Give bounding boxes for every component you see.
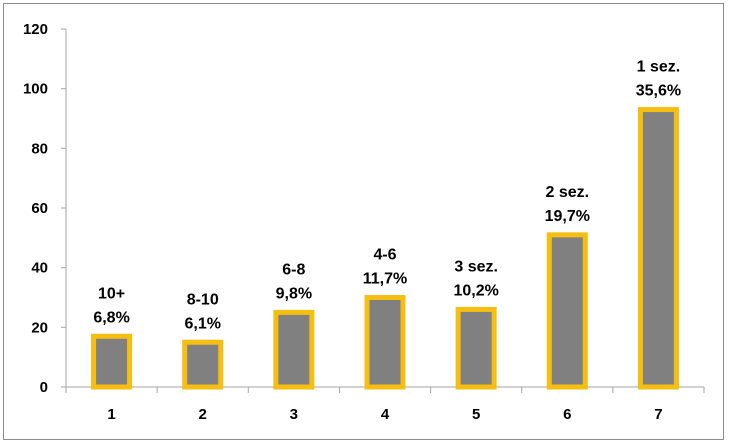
data-label-range: 8-10: [187, 291, 219, 308]
bar-5: [455, 306, 497, 390]
x-tick-label: 3: [290, 406, 298, 423]
data-label-percent: 19,7%: [545, 208, 590, 225]
y-tick-label: 20: [31, 319, 48, 336]
data-label-percent: 35,6%: [636, 83, 681, 100]
bar-2: [182, 339, 224, 390]
data-label-range: 4-6: [373, 247, 396, 264]
data-label-percent: 10,2%: [453, 282, 498, 299]
bar-1: [91, 333, 133, 390]
data-label-percent: 6,1%: [184, 315, 220, 332]
y-tick-label: 100: [23, 81, 48, 98]
data-label-range: 10+: [98, 285, 125, 302]
data-label-range: 3 sez.: [454, 258, 498, 275]
x-tick-label: 6: [563, 406, 571, 423]
bar-6: [546, 232, 588, 390]
x-tick-label: 7: [654, 406, 662, 423]
x-tick-label: 5: [472, 406, 480, 423]
y-tick-label: 120: [23, 21, 48, 38]
x-tick-label: 4: [381, 406, 390, 423]
data-label-range: 2 sez.: [545, 184, 589, 201]
data-label-percent: 9,8%: [276, 285, 312, 302]
y-tick-label: 80: [31, 140, 48, 157]
data-label-percent: 11,7%: [363, 271, 407, 288]
x-tick-label: 2: [199, 406, 207, 423]
x-tick-label: 1: [107, 406, 115, 423]
bar-7: [637, 107, 679, 390]
y-tick-label: 40: [31, 260, 48, 277]
data-label-range: 1 sez.: [637, 59, 681, 76]
data-label-range: 6-8: [282, 261, 305, 278]
bar-4: [364, 295, 406, 390]
y-tick-label: 0: [40, 379, 48, 396]
data-label-percent: 6,8%: [93, 309, 129, 326]
y-tick-label: 60: [31, 200, 48, 217]
bar-3: [273, 309, 315, 390]
